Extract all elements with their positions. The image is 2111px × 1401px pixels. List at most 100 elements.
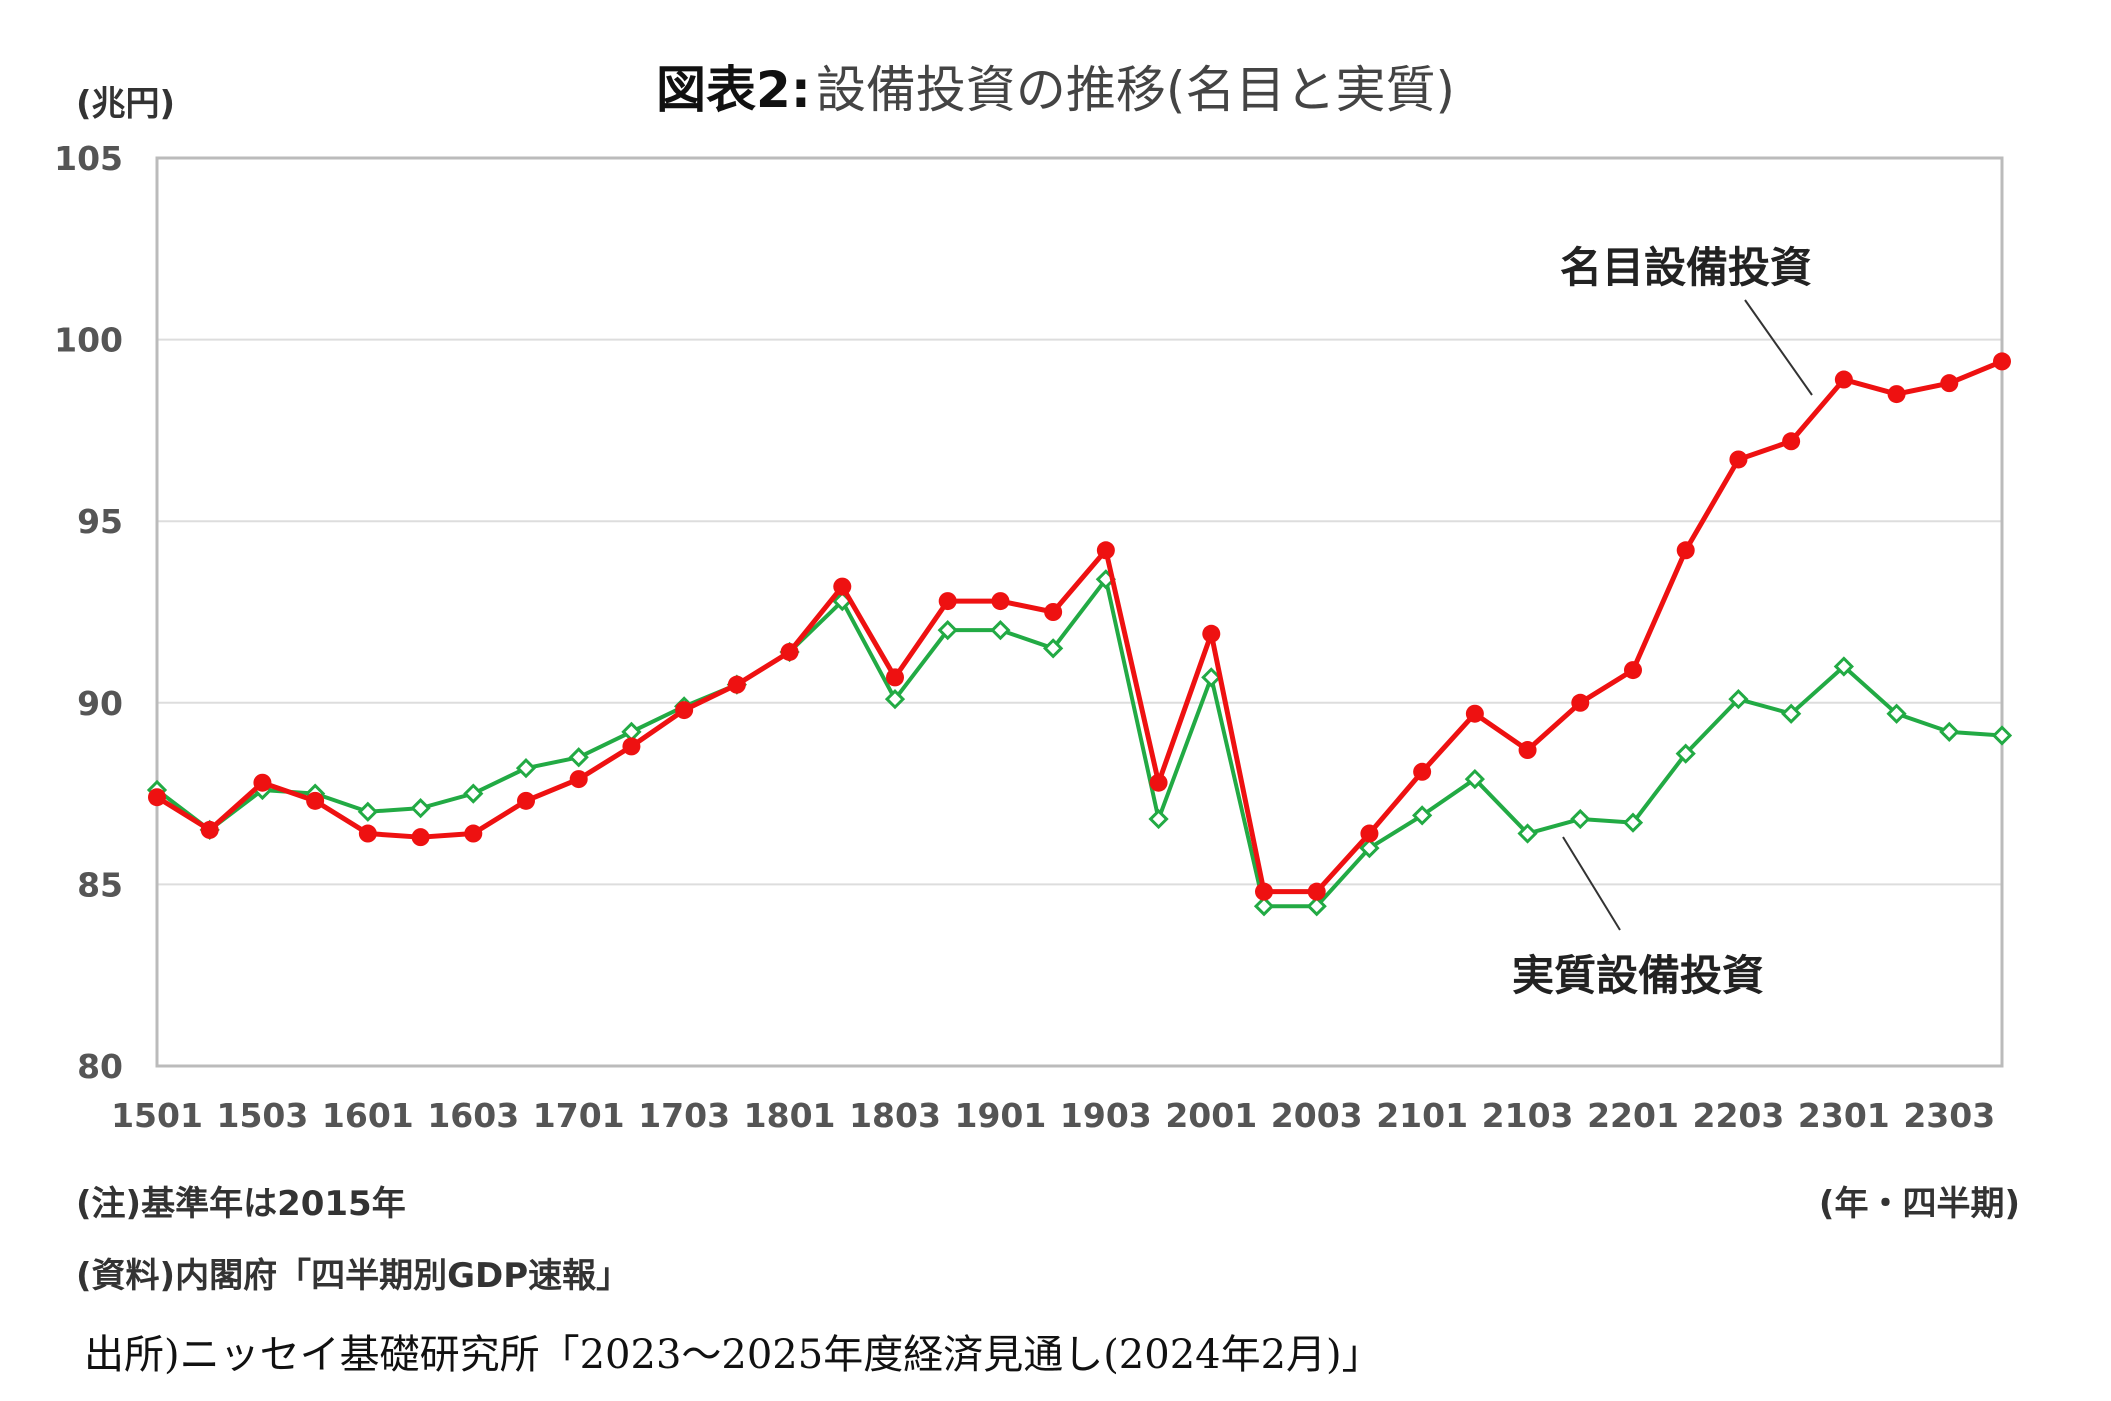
data-point	[1044, 603, 1063, 621]
y-tick-label: 85	[77, 865, 123, 904]
origin-note: 出所)ニッセイ基礎研究所「2023〜2025年度経済見通し(2024年2月)」	[84, 1332, 1382, 1378]
data-point	[1043, 638, 1064, 659]
data-point	[937, 620, 958, 641]
note-base-year: (注)基準年は2015年	[76, 1184, 406, 1224]
data-point	[1517, 823, 1538, 844]
x-axis-ticks: 1501 1503 1601 1603 1701 1703 1801 1803 1901 1903…	[111, 1096, 1995, 1135]
data-point	[1624, 661, 1642, 680]
data-point	[1253, 896, 1275, 917]
series-0	[148, 352, 2011, 901]
data-point	[1886, 703, 1907, 724]
data-point	[1360, 824, 1379, 843]
data-point	[938, 592, 957, 611]
data-point	[1413, 762, 1432, 781]
data-point	[1148, 808, 1169, 830]
chart-title: 図表2: 設備投資の推移(名目と実質)	[0, 50, 2111, 122]
plot-frame	[155, 156, 2004, 1068]
x-tick-label: 2103	[1482, 1096, 1574, 1135]
data-point	[1518, 741, 1537, 760]
data-point	[1782, 432, 1801, 451]
data-point	[1729, 450, 1748, 469]
data-point	[1939, 721, 1960, 742]
chart-title-prefix: 図表2:	[656, 61, 811, 119]
series-label-nominal: 名目設備投資	[1560, 243, 1812, 292]
data-point	[990, 620, 1011, 641]
y-tick-label: 100	[54, 321, 123, 360]
x-tick-label: 1601	[322, 1096, 414, 1135]
y-tick-label: 80	[77, 1047, 123, 1086]
series-label-leaders	[1562, 299, 1813, 931]
x-tick-label: 1503	[216, 1096, 308, 1135]
data-point	[1991, 725, 2013, 746]
data-point	[1887, 385, 1906, 404]
data-point	[148, 788, 166, 807]
data-point	[1622, 812, 1644, 833]
x-tick-label: 1501	[111, 1096, 203, 1135]
data-point	[991, 592, 1010, 611]
data-point	[568, 747, 589, 768]
data-point	[1359, 837, 1380, 859]
data-point	[1149, 773, 1168, 792]
x-tick-label: 2303	[1903, 1096, 1995, 1135]
data-point	[306, 791, 325, 810]
data-point	[463, 783, 484, 804]
x-tick-label: 1803	[849, 1096, 941, 1135]
data-point	[1412, 805, 1433, 826]
data-point	[1306, 896, 1327, 917]
x-tick-label: 2003	[1271, 1096, 1363, 1135]
data-point	[569, 770, 588, 789]
data-point	[1940, 374, 1959, 393]
x-tick-label: 1801	[744, 1096, 836, 1135]
y-axis-ticks: 80 85 90 95 100 105	[54, 139, 123, 1086]
data-point	[1465, 704, 1484, 723]
x-axis-unit-label: (年・四半期)	[1818, 1184, 2020, 1224]
data-point	[833, 577, 852, 596]
data-point	[1993, 352, 2011, 371]
x-tick-label: 2101	[1376, 1096, 1468, 1135]
data-point	[622, 737, 641, 756]
x-tick-label: 1701	[533, 1096, 625, 1135]
series-layer	[146, 352, 2013, 917]
x-tick-label: 1903	[1060, 1096, 1152, 1135]
data-point	[1464, 768, 1485, 790]
x-tick-label: 2001	[1165, 1096, 1257, 1135]
data-point	[517, 791, 535, 810]
data-point	[1834, 370, 1853, 389]
data-point	[1201, 667, 1222, 688]
data-point	[464, 824, 483, 843]
series-line	[155, 359, 2003, 895]
data-point	[1676, 541, 1695, 560]
data-point	[884, 689, 906, 710]
data-point	[1571, 693, 1590, 712]
data-point	[1781, 703, 1802, 724]
data-point	[727, 675, 746, 694]
series-label-real: 実質設備投資	[1512, 951, 1764, 1000]
leader-line-real	[1562, 836, 1621, 931]
x-tick-label: 2201	[1587, 1096, 1679, 1135]
chart-title-text: 設備投資の推移(名目と実質)	[815, 61, 1455, 119]
y-tick-label: 90	[77, 684, 123, 723]
data-point	[1675, 743, 1696, 764]
x-tick-label: 1703	[638, 1096, 730, 1135]
data-point	[253, 773, 272, 792]
data-point	[515, 758, 537, 779]
data-point	[1307, 882, 1326, 901]
y-axis-unit-label: (兆円)	[76, 84, 176, 124]
data-point	[1096, 541, 1115, 560]
y-tick-label: 95	[77, 502, 123, 541]
data-point	[780, 642, 799, 661]
x-tick-label: 1901	[954, 1096, 1046, 1135]
data-point	[1202, 624, 1221, 643]
data-point	[411, 828, 430, 847]
data-point	[358, 824, 377, 843]
series-1	[146, 569, 2013, 917]
x-tick-label: 2203	[1692, 1096, 1784, 1135]
data-point	[886, 668, 904, 687]
data-point	[675, 701, 694, 720]
data-point	[410, 798, 431, 819]
x-tick-label: 2301	[1798, 1096, 1890, 1135]
data-point	[1833, 656, 1854, 677]
leader-line-nominal	[1744, 299, 1813, 396]
data-point	[1728, 689, 1749, 710]
